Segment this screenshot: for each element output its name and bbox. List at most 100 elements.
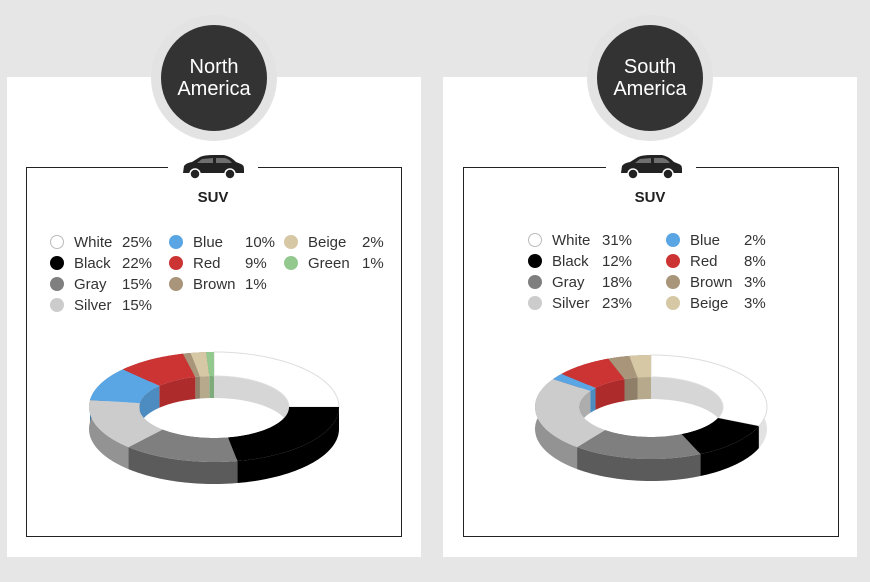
- donut-inner-brown: [624, 377, 638, 402]
- donut-slice-green: [206, 352, 214, 377]
- donut-inner-white: [214, 376, 289, 429]
- north-america-badge: North America: [161, 25, 267, 131]
- legend-swatch: [50, 298, 64, 312]
- legend-swatch: [50, 277, 64, 291]
- donut-slice-silver: [535, 379, 606, 448]
- legend-swatch: [528, 254, 542, 268]
- legend-value: 8%: [744, 252, 766, 270]
- legend-label: Black: [552, 252, 589, 270]
- legend-label: Silver: [74, 296, 112, 314]
- legend-label: Green: [308, 254, 350, 272]
- legend-item-brown: Brown 1%: [169, 274, 267, 294]
- donut-slice-black: [228, 407, 339, 462]
- legend-value: 3%: [744, 273, 766, 291]
- legend-item-black: Black 22%: [50, 253, 152, 273]
- legend-label: Red: [690, 252, 718, 270]
- legend-label: Blue: [690, 231, 721, 249]
- donut-slice-silver: [89, 400, 163, 448]
- legend-item-beige: Beige 3%: [666, 293, 766, 313]
- south-america-donut-chart: [535, 354, 768, 481]
- legend-swatch: [666, 233, 680, 247]
- legend-item-white: White 31%: [528, 230, 632, 250]
- legend-value: 10%: [245, 233, 276, 251]
- donut-inner-beige: [199, 376, 210, 399]
- legend-value: 1%: [362, 254, 384, 272]
- legend-label: Black: [74, 254, 111, 272]
- legend-swatch: [528, 275, 542, 289]
- legend-label: Silver: [552, 294, 590, 312]
- legend-item-blue: Blue 10%: [169, 232, 275, 252]
- donut-slice-brown: [182, 352, 200, 377]
- legend-value: 15%: [122, 275, 153, 293]
- region-word: North: [189, 56, 239, 78]
- donut-side-gray: [577, 447, 701, 481]
- donut-inner-brown: [195, 376, 200, 399]
- chart-title: SUV: [197, 189, 229, 206]
- legend-value: 23%: [602, 294, 633, 312]
- legend-swatch: [169, 235, 183, 249]
- donut-inner-blue: [590, 387, 596, 413]
- donut-slice-beige: [629, 355, 651, 378]
- south-america-badge: South America: [597, 25, 703, 131]
- region-word: South: [623, 56, 677, 78]
- donut-slice-gray: [128, 429, 238, 462]
- legend-label: Blue: [193, 233, 224, 251]
- legend-item-brown: Brown 3%: [666, 272, 766, 292]
- donut-slice-red: [561, 358, 625, 388]
- legend-swatch: [169, 277, 183, 291]
- legend-swatch: [528, 233, 542, 247]
- legend-item-blue: Blue 2%: [666, 230, 766, 250]
- suv-car-icon: [621, 155, 682, 180]
- legend-swatch: [50, 235, 64, 249]
- legend-label: Red: [193, 254, 221, 272]
- donut-slice-red: [122, 353, 196, 386]
- donut-inner-white: [651, 377, 723, 441]
- legend-value: 31%: [602, 231, 633, 249]
- legend-value: 12%: [602, 252, 633, 270]
- legend-label: Gray: [552, 273, 585, 291]
- donut-inner-red: [595, 379, 625, 410]
- legend-item-red: Red 8%: [666, 251, 766, 271]
- donut-side-silver: [89, 400, 129, 470]
- donut-slice-blue: [89, 369, 160, 404]
- legend-item-silver: Silver 23%: [528, 293, 632, 313]
- donut-inner-green: [209, 376, 214, 399]
- legend-swatch: [284, 235, 298, 249]
- legend-label: Gray: [74, 275, 107, 293]
- legend-label: Brown: [690, 273, 733, 291]
- region-word: America: [177, 78, 251, 100]
- donut-slice-beige: [190, 352, 210, 377]
- legend-label: Beige: [690, 294, 729, 312]
- legend-item-white: White 25%: [50, 232, 152, 252]
- donut-inner-beige: [637, 377, 651, 400]
- legend-item-gray: Gray 18%: [528, 272, 632, 292]
- donut-inner-red: [159, 376, 196, 408]
- legend-item-green: Green 1%: [284, 253, 384, 273]
- legend-swatch: [666, 296, 680, 310]
- legend-swatch: [50, 256, 64, 270]
- legend-item-silver: Silver 15%: [50, 295, 152, 315]
- region-label: South America: [613, 56, 686, 100]
- suv-car-icon: [183, 155, 244, 180]
- legend-value: 15%: [122, 296, 153, 314]
- legend-value: 3%: [744, 294, 766, 312]
- legend-label: White: [552, 231, 591, 249]
- car-holder: [168, 150, 258, 184]
- legend-value: 9%: [245, 254, 267, 272]
- legend-label: Brown: [193, 275, 236, 293]
- donut-slice-black: [681, 418, 759, 455]
- legend-item-gray: Gray 15%: [50, 274, 152, 294]
- north-america-donut-chart: [89, 351, 340, 484]
- legend-swatch: [284, 256, 298, 270]
- legend-value: 1%: [245, 275, 267, 293]
- legend-value: 2%: [744, 231, 766, 249]
- donut-inner-blue: [139, 385, 160, 426]
- legend-value: 2%: [362, 233, 384, 251]
- legend-item-black: Black 12%: [528, 251, 632, 271]
- legend-label: White: [74, 233, 113, 251]
- legend-swatch: [528, 296, 542, 310]
- legend-swatch: [169, 256, 183, 270]
- legend-item-red: Red 9%: [169, 253, 267, 273]
- donut-slice-blue: [553, 373, 596, 391]
- legend-label: Beige: [308, 233, 347, 251]
